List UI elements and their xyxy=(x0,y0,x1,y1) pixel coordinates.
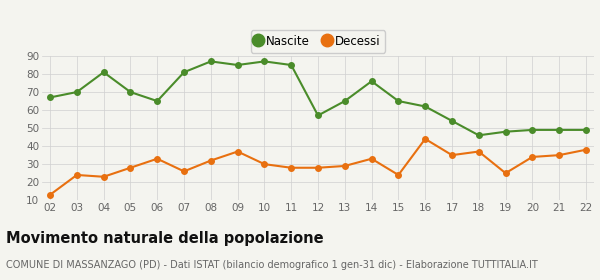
Decessi xyxy=(287,166,295,169)
Nascite xyxy=(46,96,53,99)
Decessi xyxy=(395,173,402,177)
Nascite xyxy=(154,99,161,103)
Decessi xyxy=(46,193,53,197)
Nascite xyxy=(395,99,402,103)
Nascite xyxy=(127,90,134,94)
Nascite xyxy=(502,130,509,133)
Nascite xyxy=(234,63,241,67)
Nascite xyxy=(368,80,375,83)
Decessi xyxy=(556,153,563,157)
Legend: Nascite, Decessi: Nascite, Decessi xyxy=(251,30,385,53)
Text: Movimento naturale della popolazione: Movimento naturale della popolazione xyxy=(6,231,323,246)
Line: Decessi: Decessi xyxy=(47,136,589,198)
Nascite xyxy=(583,128,590,132)
Nascite xyxy=(287,63,295,67)
Decessi xyxy=(448,153,455,157)
Decessi xyxy=(207,159,214,162)
Nascite xyxy=(556,128,563,132)
Nascite xyxy=(181,71,188,74)
Decessi xyxy=(73,173,80,177)
Nascite xyxy=(422,105,429,108)
Decessi xyxy=(422,137,429,141)
Nascite xyxy=(261,60,268,63)
Decessi xyxy=(529,155,536,158)
Decessi xyxy=(341,164,349,168)
Nascite xyxy=(529,128,536,132)
Decessi xyxy=(368,157,375,160)
Decessi xyxy=(475,150,482,153)
Nascite xyxy=(475,134,482,137)
Nascite xyxy=(100,71,107,74)
Text: COMUNE DI MASSANZAGO (PD) - Dati ISTAT (bilancio demografico 1 gen-31 dic) - Ela: COMUNE DI MASSANZAGO (PD) - Dati ISTAT (… xyxy=(6,260,538,270)
Nascite xyxy=(448,119,455,123)
Nascite xyxy=(207,60,214,63)
Decessi xyxy=(583,148,590,151)
Decessi xyxy=(314,166,322,169)
Decessi xyxy=(127,166,134,169)
Decessi xyxy=(181,170,188,173)
Decessi xyxy=(154,157,161,160)
Decessi xyxy=(261,162,268,166)
Nascite xyxy=(314,114,322,117)
Decessi xyxy=(502,171,509,175)
Decessi xyxy=(100,175,107,178)
Decessi xyxy=(234,150,241,153)
Nascite xyxy=(73,90,80,94)
Nascite xyxy=(341,99,349,103)
Line: Nascite: Nascite xyxy=(47,59,589,138)
